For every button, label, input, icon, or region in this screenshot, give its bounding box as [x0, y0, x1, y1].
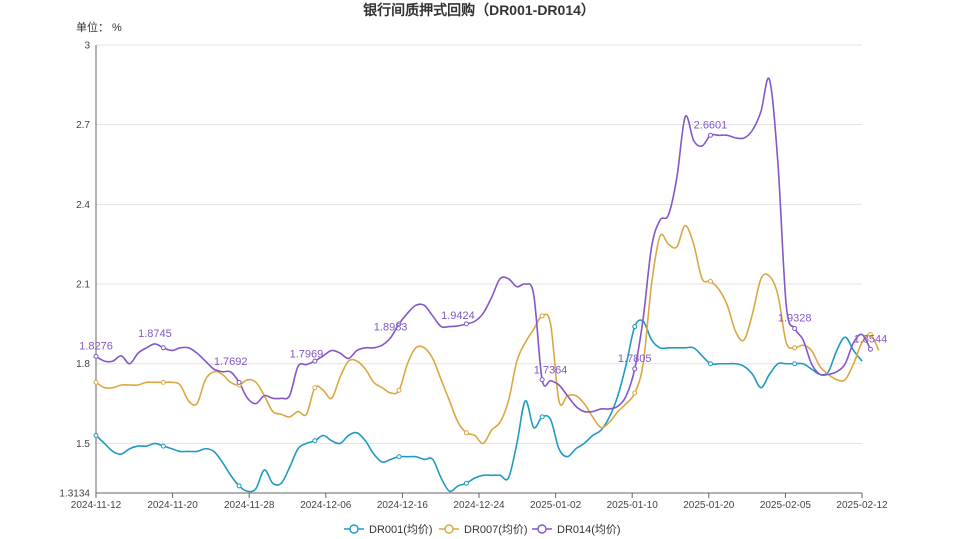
x-tick-label: 2025-02-05 [760, 500, 812, 511]
data-point [236, 379, 242, 385]
data-point [539, 414, 545, 420]
data-point [632, 390, 638, 396]
y-tick-label: 2.4 [76, 200, 90, 211]
data-label: 1.8745 [138, 328, 172, 340]
data-point [792, 361, 798, 367]
chart-title: 银行间质押式回购（DR001-DR014） [363, 2, 595, 18]
x-tick-label: 2024-12-06 [300, 500, 352, 511]
data-point [93, 353, 99, 359]
legend-label: DR007(均价) [464, 523, 528, 536]
series-points [93, 132, 873, 489]
x-tick-label: 2025-01-10 [607, 500, 659, 511]
data-point [396, 454, 402, 460]
data-label: 1.9328 [778, 312, 812, 324]
legend-swatch-marker [349, 524, 359, 534]
legend-swatch-marker [537, 524, 547, 534]
data-point [632, 366, 638, 372]
data-point [312, 358, 318, 364]
x-tick-label: 2024-12-24 [453, 500, 505, 511]
x-tick-label: 2024-11-28 [224, 500, 275, 511]
legend-item-2[interactable]: DR007(均价) [439, 523, 528, 536]
legend[interactable]: DR001(均价) DR007(均价) DR014(均价) [344, 523, 621, 536]
data-point [160, 345, 166, 351]
y-tick-label: 1.3134 [59, 489, 90, 500]
axes: 1.3134 1.5 1.8 2.1 2.4 2.7 3 2024-11-12 2024-11-… [59, 41, 888, 512]
data-point [93, 379, 99, 385]
y-tick-label: 2.1 [76, 280, 90, 291]
x-tick-label: 2025-02-12 [836, 500, 888, 511]
data-point [236, 483, 242, 489]
data-point [463, 480, 469, 486]
data-point [160, 379, 166, 385]
x-tick-label: 2025-01-02 [530, 500, 582, 511]
data-point [867, 346, 873, 352]
y-tick-label: 1.5 [76, 439, 90, 450]
data-point [312, 385, 318, 391]
value-labels: 1.8276 1.8745 1.7692 1.7969 1.8983 1.9424 1.73… [79, 119, 887, 376]
y-unit-label: 单位： % [76, 20, 122, 34]
data-point [539, 313, 545, 319]
data-point [396, 321, 402, 327]
data-point [792, 325, 798, 331]
data-label: 1.7364 [534, 365, 568, 377]
legend-item-3[interactable]: DR014(均价) [532, 523, 621, 536]
data-label: 1.8544 [854, 333, 888, 345]
data-point [792, 345, 798, 351]
data-label: 1.7969 [290, 349, 324, 361]
series-line-1 [95, 319, 863, 493]
data-label: 1.8983 [374, 322, 408, 334]
data-point [463, 430, 469, 436]
y-tick-label: 3 [84, 41, 90, 52]
y-tick-label: 2.7 [76, 120, 90, 131]
legend-item-1[interactable]: DR001(均价) [344, 523, 433, 536]
series-line-3 [95, 77, 872, 413]
y-tick-label: 1.8 [76, 359, 90, 370]
data-point [632, 324, 638, 330]
series-line-2 [95, 224, 880, 445]
legend-swatch-marker [444, 524, 454, 534]
data-point [707, 361, 713, 367]
data-point [463, 321, 469, 327]
data-label: 1.8276 [79, 340, 113, 352]
data-point [867, 332, 873, 338]
data-point [707, 278, 713, 284]
x-tick-label: 2024-11-12 [71, 500, 122, 511]
data-label: 1.7692 [214, 356, 248, 368]
data-point [312, 438, 318, 444]
x-tick-label: 2024-12-16 [377, 500, 429, 511]
grid [96, 44, 862, 444]
data-point [93, 432, 99, 438]
data-point [539, 377, 545, 383]
data-point [160, 443, 166, 449]
legend-label: DR014(均价) [557, 523, 621, 536]
series-lines [95, 77, 880, 493]
data-point [396, 387, 402, 393]
data-point [707, 132, 713, 138]
data-label: 2.6601 [694, 119, 728, 131]
data-label: 1.9424 [441, 310, 475, 322]
legend-label: DR001(均价) [369, 523, 433, 536]
x-tick-label: 2024-11-20 [147, 500, 198, 511]
data-label: 1.7805 [618, 353, 652, 365]
x-tick-label: 2025-01-20 [683, 500, 735, 511]
